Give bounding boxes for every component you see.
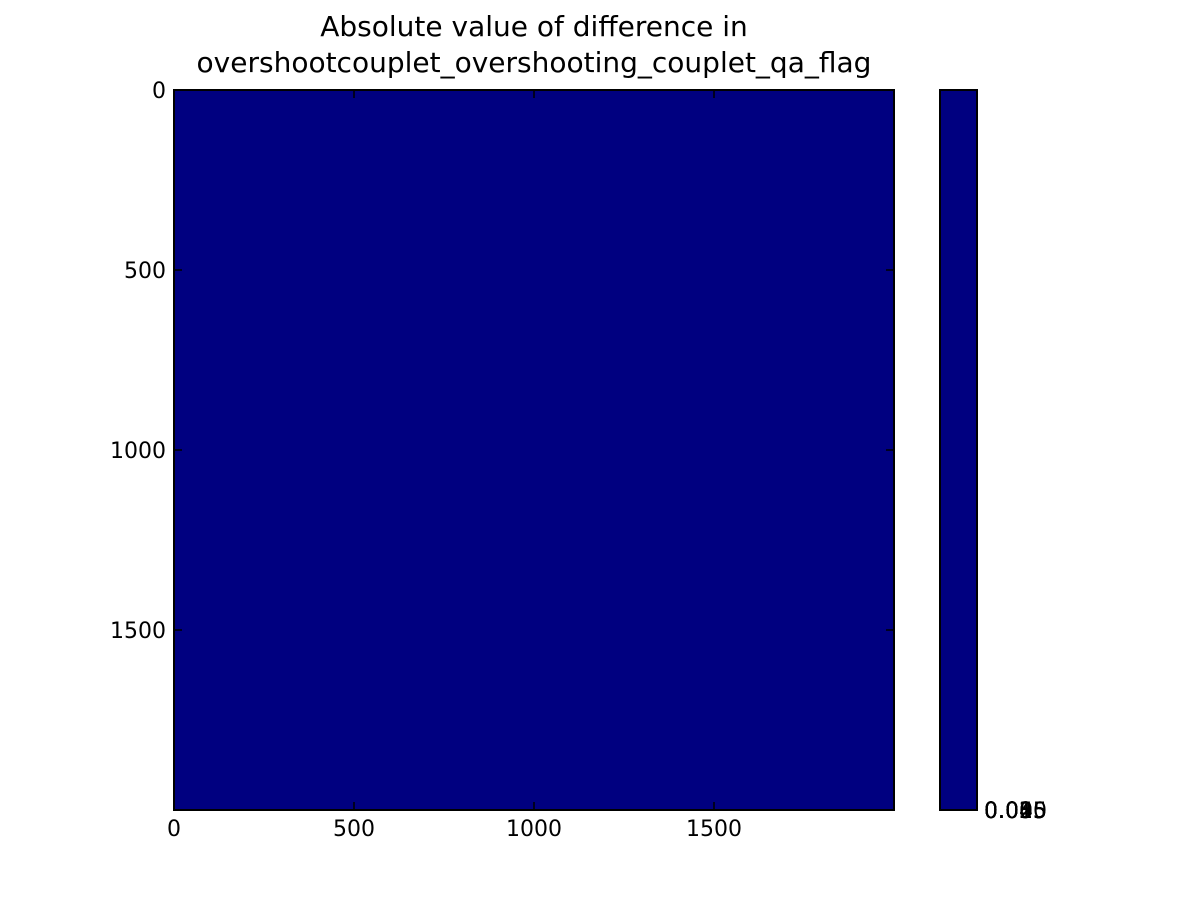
y-tick-label: 1500 bbox=[110, 619, 166, 644]
y-tick-label: 500 bbox=[124, 259, 166, 284]
colorbar-tick-label: 0.045 bbox=[984, 799, 1047, 824]
colorbar-tick-label: 0.015 bbox=[984, 799, 1047, 824]
y-tick-label: 1000 bbox=[110, 439, 166, 464]
colorbar-tick-label: 0.025 bbox=[984, 799, 1047, 824]
heatmap-field bbox=[174, 90, 894, 810]
x-tick-label: 0 bbox=[167, 817, 181, 842]
chart-title-line-2: overshootcouplet_overshooting_couplet_qa… bbox=[197, 46, 872, 79]
heatmap-axes: 0 500 1000 1500 0 500 1000 1500 bbox=[110, 79, 895, 842]
plot-frame bbox=[173, 89, 895, 811]
x-tick-label: 1500 bbox=[686, 817, 742, 842]
colorbar-tick-label: 0.055 bbox=[984, 799, 1047, 824]
x-tick-label: 500 bbox=[333, 817, 375, 842]
x-ticks: 0 500 1000 1500 bbox=[167, 90, 742, 842]
chart-title-line-1: Absolute value of difference in bbox=[320, 10, 748, 43]
x-tick-label: 1000 bbox=[506, 817, 562, 842]
colorbar-tick-label: 0.035 bbox=[984, 799, 1047, 824]
colorbar-frame bbox=[939, 89, 978, 811]
colorbar-fill bbox=[940, 90, 977, 810]
colorbar-tick-label: 0.000 bbox=[984, 799, 1047, 824]
colorbar-tick-label: 0.005 bbox=[984, 799, 1047, 824]
y-tick-label: 0 bbox=[152, 79, 166, 104]
